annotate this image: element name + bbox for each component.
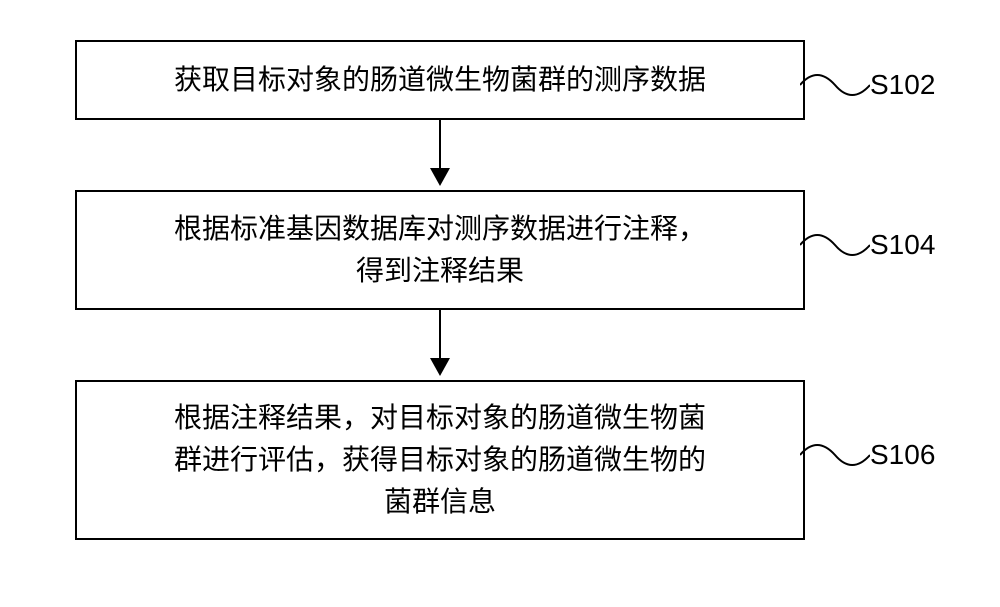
step-label-3: S106 — [870, 439, 935, 471]
step-box-2: 根据标准基因数据库对测序数据进行注释，得到注释结果 — [75, 190, 805, 310]
connector-2: S104 — [800, 225, 935, 265]
connector-3: S106 — [800, 435, 935, 475]
step-text-3: 根据注释结果，对目标对象的肠道微生物菌群进行评估，获得目标对象的肠道微生物的菌群… — [174, 397, 706, 523]
wave-icon — [800, 435, 870, 475]
connector-1: S102 — [800, 65, 935, 105]
arrow-line-icon — [439, 310, 441, 360]
step-text-1: 获取目标对象的肠道微生物菌群的测序数据 — [174, 59, 706, 101]
wave-icon — [800, 225, 870, 265]
step-text-2: 根据标准基因数据库对测序数据进行注释，得到注释结果 — [174, 208, 706, 292]
arrow-line-icon — [439, 120, 441, 170]
arrow-1 — [75, 120, 805, 190]
arrow-head-icon — [430, 358, 450, 376]
arrow-2 — [75, 310, 805, 380]
step-box-1: 获取目标对象的肠道微生物菌群的测序数据 — [75, 40, 805, 120]
arrow-head-icon — [430, 168, 450, 186]
step-label-2: S104 — [870, 229, 935, 261]
step-label-1: S102 — [870, 69, 935, 101]
flowchart-container: 获取目标对象的肠道微生物菌群的测序数据 根据标准基因数据库对测序数据进行注释，得… — [75, 40, 925, 540]
step-box-3: 根据注释结果，对目标对象的肠道微生物菌群进行评估，获得目标对象的肠道微生物的菌群… — [75, 380, 805, 540]
wave-icon — [800, 65, 870, 105]
